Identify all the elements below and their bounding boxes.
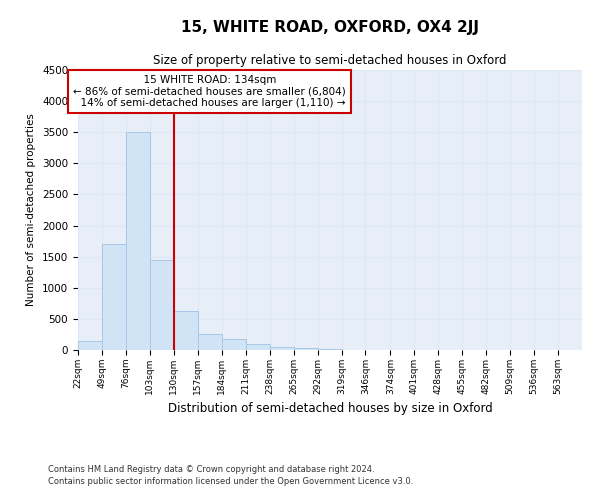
Bar [126, 132, 150, 350]
Bar [317, 349, 341, 350]
Bar [269, 347, 293, 350]
Bar [293, 348, 317, 350]
Bar [102, 244, 126, 350]
Text: 15, WHITE ROAD, OXFORD, OX4 2JJ: 15, WHITE ROAD, OXFORD, OX4 2JJ [181, 20, 479, 35]
Bar [222, 340, 246, 350]
Text: Contains HM Land Registry data © Crown copyright and database right 2024.: Contains HM Land Registry data © Crown c… [48, 466, 374, 474]
X-axis label: Distribution of semi-detached houses by size in Oxford: Distribution of semi-detached houses by … [167, 402, 493, 415]
Text: Contains public sector information licensed under the Open Government Licence v3: Contains public sector information licen… [48, 477, 413, 486]
Bar [174, 312, 198, 350]
Text: 15 WHITE ROAD: 134sqm  
← 86% of semi-detached houses are smaller (6,804)
  14% : 15 WHITE ROAD: 134sqm ← 86% of semi-deta… [73, 75, 346, 108]
Bar [198, 334, 222, 350]
Bar [150, 260, 174, 350]
Y-axis label: Number of semi-detached properties: Number of semi-detached properties [26, 114, 37, 306]
Title: Size of property relative to semi-detached houses in Oxford: Size of property relative to semi-detach… [153, 54, 507, 68]
Bar [78, 340, 102, 350]
Bar [246, 344, 269, 350]
